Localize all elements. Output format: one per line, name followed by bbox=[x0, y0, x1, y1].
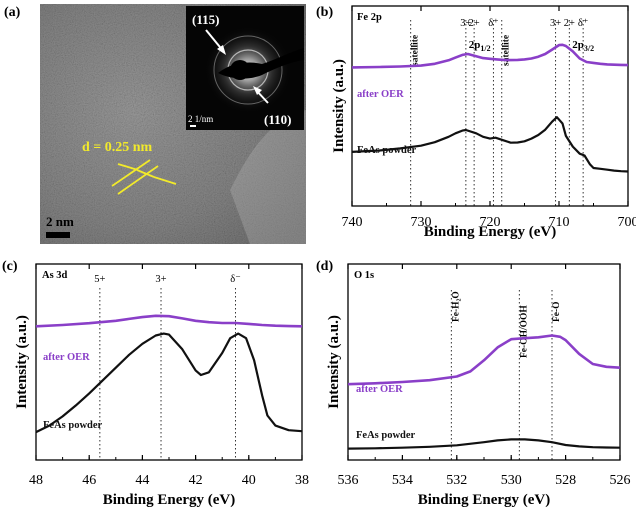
panel-b-refline-label-5: 3+ bbox=[550, 18, 561, 29]
panel-a: (115) (110) 2 1/nm d = 0.25 nm 2 nm (a) bbox=[4, 4, 306, 244]
panel-b-series-1-line bbox=[351, 116, 629, 173]
panel-b-refline-label-0: satellite bbox=[411, 35, 421, 66]
panel-b-xtick-label-2: 720 bbox=[480, 215, 501, 230]
panel-b-xlabel: Binding Energy (eV) bbox=[424, 224, 557, 240]
panel-d-element-label: O 1s bbox=[354, 270, 374, 281]
panel-d-series-0-line bbox=[347, 334, 621, 386]
panel-b-legend-0: after OER bbox=[357, 89, 404, 100]
panel-d-refline-label-2: Fe-O bbox=[552, 301, 562, 322]
panel-b-series: after OER FeAs powder bbox=[351, 43, 629, 173]
panel-b-xtick-label-4: 700 bbox=[618, 215, 636, 230]
panel-b-xtick-label-0: 740 bbox=[342, 215, 363, 230]
tem-scalebar bbox=[46, 232, 70, 238]
panel-d-xtick-label-3: 530 bbox=[501, 473, 522, 488]
panel-c-xtick-label-5: 38 bbox=[295, 473, 309, 488]
panel-d-label: (d) bbox=[316, 259, 333, 274]
panel-c-refline-label-2: δ⁻ bbox=[230, 274, 241, 285]
panel-b-xtick-label-3: 710 bbox=[549, 215, 570, 230]
panel-d-xtick-label-4: 528 bbox=[555, 473, 576, 488]
panel-d-xtick-label-2: 532 bbox=[446, 473, 467, 488]
panel-d-series-1-line bbox=[347, 438, 621, 450]
panel-b-refline-label-3: δ⁺ bbox=[488, 18, 499, 29]
panel-d-xtick-label-0: 536 bbox=[338, 473, 359, 488]
panel-b-peak-label-1: 2p3/2 bbox=[572, 39, 594, 53]
saed-inset: (115) (110) 2 1/nm bbox=[186, 6, 304, 130]
panel-b-element-label: Fe 2p bbox=[357, 12, 382, 23]
panel-b-refline-label-1: 3+ bbox=[460, 18, 471, 29]
panel-d-xlabel: Binding Energy (eV) bbox=[418, 492, 551, 508]
panel-c-legend-1: FeAs powder bbox=[43, 420, 103, 431]
panel-d-ticks: 536 534 532 530 528 526 bbox=[338, 264, 631, 488]
panel-a-label: (a) bbox=[4, 5, 21, 20]
panel-b-peak-label-0: 2p1/2 bbox=[469, 39, 491, 53]
panel-b-refline-label-7: δ⁺ bbox=[578, 18, 589, 29]
panel-b-series-0-line bbox=[351, 43, 629, 69]
panel-c: (c) As 3d 5+ 3+ δ⁻ after OER FeAs powder 48… bbox=[2, 259, 309, 508]
panel-d-ylabel: Intensity (a.u.) bbox=[326, 315, 342, 409]
panel-b-label: (b) bbox=[316, 5, 333, 20]
panel-d-legend-0: after OER bbox=[356, 384, 403, 395]
panel-c-xtick-label-3: 42 bbox=[189, 473, 203, 488]
panel-b-refline-label-6: 2+ bbox=[564, 18, 575, 29]
panel-c-xtick-label-2: 44 bbox=[135, 473, 149, 488]
panel-b-frame bbox=[351, 5, 629, 207]
panel-d-legend-1: FeAs powder bbox=[356, 430, 416, 441]
panel-b-legend-1: FeAs powder bbox=[357, 145, 417, 156]
panel-b-ticks: 740 730 720 710 700 bbox=[342, 6, 636, 230]
saed-scalebar-label: 2 1/nm bbox=[188, 114, 213, 124]
panel-c-series-1-line bbox=[35, 332, 303, 434]
tem-edge-region bbox=[230, 110, 306, 244]
panel-b-xtick-label-1: 730 bbox=[411, 215, 432, 230]
panel-c-series-0-line bbox=[35, 314, 303, 328]
panel-c-xtick-label-0: 48 bbox=[29, 473, 43, 488]
panel-d-series: after OER FeAs powder bbox=[347, 334, 621, 450]
panel-d-refline-label-1: Fe-OH/OOH bbox=[519, 305, 529, 358]
panel-c-refline-label-1: 3+ bbox=[155, 274, 166, 285]
panel-c-legend-0: after OER bbox=[43, 352, 90, 363]
panel-b-refline-label-2: 2+ bbox=[469, 18, 480, 29]
panel-d-refline-label-0: Fe-H₂O bbox=[451, 291, 461, 322]
panel-c-refline-label-0: 5+ bbox=[94, 274, 105, 285]
saed-label-115: (115) bbox=[192, 12, 219, 27]
tem-scalebar-label: 2 nm bbox=[46, 214, 74, 229]
panel-d-reflines: Fe-H₂O Fe-OH/OOH Fe-O bbox=[450, 290, 562, 460]
d-spacing-label: d = 0.25 nm bbox=[82, 140, 153, 155]
panel-c-xlabel: Binding Energy (eV) bbox=[103, 492, 236, 508]
panel-b-refline-label-4: satellite bbox=[502, 35, 512, 66]
panel-c-series: after OER FeAs powder bbox=[35, 314, 303, 434]
panel-c-label: (c) bbox=[2, 259, 18, 274]
panel-d-xtick-label-1: 534 bbox=[392, 473, 413, 488]
saed-label-110: (110) bbox=[264, 112, 291, 127]
panel-d-xtick-label-5: 526 bbox=[610, 473, 631, 488]
lattice-marker bbox=[111, 159, 177, 195]
panel-c-ticks: 48 46 44 42 40 38 bbox=[29, 264, 309, 488]
panel-c-ylabel: Intensity (a.u.) bbox=[14, 315, 30, 409]
panel-c-element-label: As 3d bbox=[42, 270, 68, 281]
panel-c-xtick-label-1: 46 bbox=[82, 473, 96, 488]
panel-b-ylabel: Intensity (a.u.) bbox=[331, 59, 347, 153]
panel-d: (d) O 1s Fe-H₂O Fe-OH/OOH Fe-O after OER Fe… bbox=[316, 259, 631, 508]
panel-c-xtick-label-4: 40 bbox=[242, 473, 256, 488]
